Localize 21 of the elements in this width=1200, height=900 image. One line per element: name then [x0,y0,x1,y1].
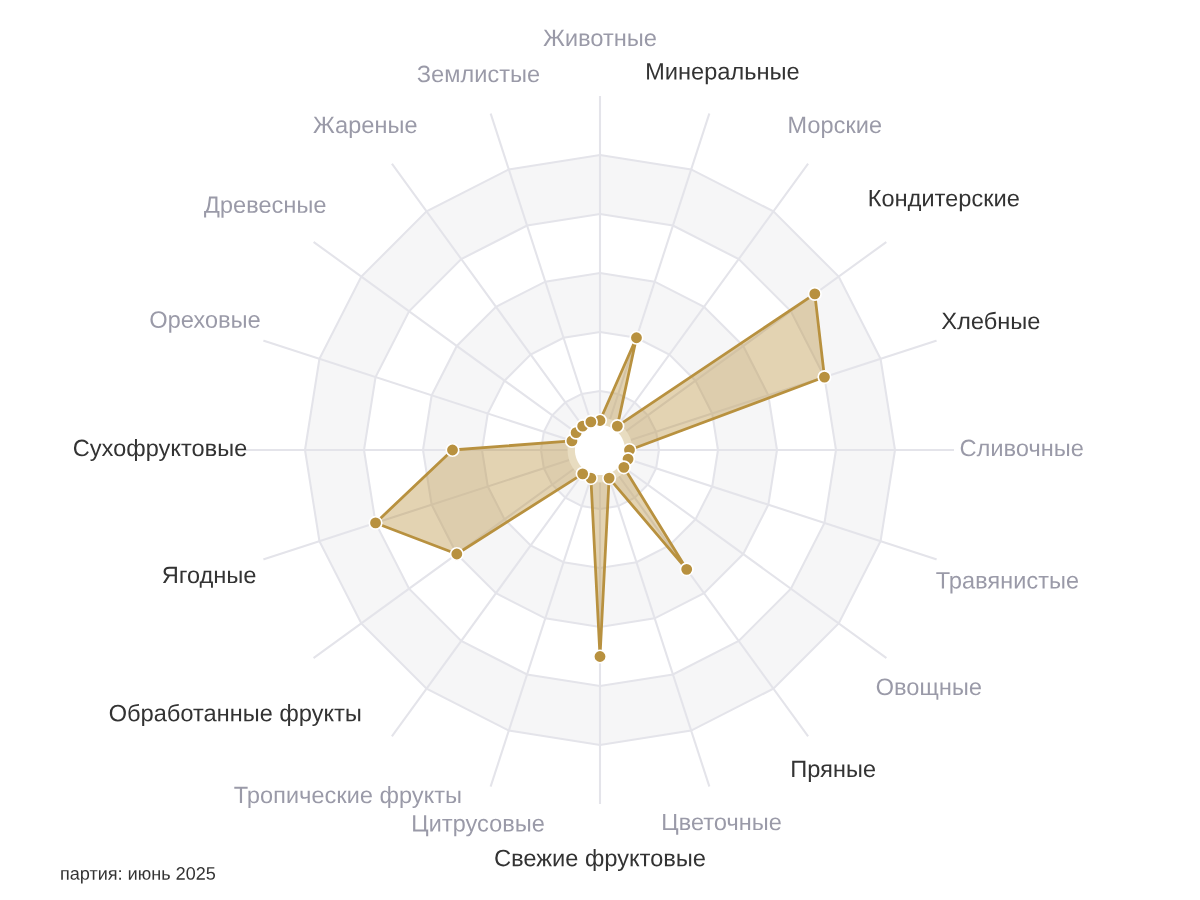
spoke-label: Цитрусовые [413,815,544,837]
text: партия: июнь 2025 [61,867,216,884]
spoke-label: Сухофруктовые [73,438,247,461]
spoke-label: Землистые [417,65,540,83]
spoke-label: Пряные [792,760,875,782]
spoke-label: Минеральные [647,63,799,85]
spoke-label: Обработанные фрукты [109,703,361,727]
spoke-label: Травянистые [936,572,1079,594]
spoke-label: Ореховые [150,311,260,333]
spoke-label: Сливочные [960,439,1083,457]
spoke-label: Древесные [204,196,326,218]
spoke-label: Свежие фруктовые [495,849,705,872]
spoke-label: Тропические фрукты [234,786,461,809]
spoke-label: Жареные [313,116,417,138]
spoke-label: Кондитерские [869,190,1019,212]
spoke-label: Ягодные [162,566,256,588]
spoke-label: Овощные [876,678,981,700]
spoke-label: Хлебные [941,311,1040,330]
spoke-label: Цветочные [663,813,781,835]
spoke-label: Животные [543,29,656,47]
spoke-label: Морские [789,116,882,138]
